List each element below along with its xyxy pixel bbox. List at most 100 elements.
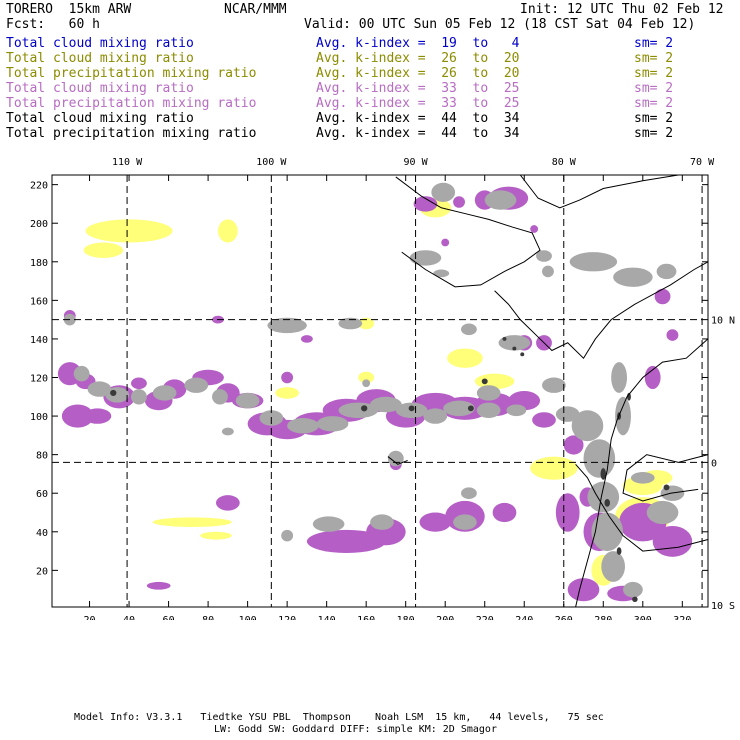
purple-shade: [281, 371, 294, 384]
gray-shade: [498, 335, 531, 351]
legend-kindex: Avg. k-index = 19 to 4: [316, 36, 520, 51]
gray-shade: [536, 250, 552, 262]
latitude-label: 10 N: [711, 316, 735, 327]
y-tick-label: 20: [36, 566, 48, 577]
y-tick-label: 160: [30, 296, 48, 307]
gray-shade: [542, 265, 554, 278]
x-tick-label: 120: [278, 615, 296, 620]
legend-field: Total cloud mixing ratio: [6, 51, 194, 66]
purple-shade: [419, 512, 452, 532]
gray-shade: [184, 377, 209, 393]
gray-shade: [623, 581, 643, 598]
gray-shade: [461, 487, 477, 500]
gray-shade: [461, 323, 477, 336]
purple-shade: [131, 377, 147, 390]
gray-shade: [362, 379, 371, 388]
gray-shade: [630, 472, 655, 484]
purple-shade: [216, 495, 240, 511]
dark-core: [604, 499, 610, 507]
valid-time: Valid: 00 UTC Sun 05 Feb 12 (18 CST Sat …: [304, 17, 696, 32]
gray-shade: [87, 381, 112, 397]
y-tick-label: 140: [30, 335, 48, 346]
gray-shade: [267, 317, 307, 334]
gray-shade: [152, 385, 177, 401]
model-info-line1: Model Info: V3.3.1 Tiedtke YSU PBL Thomp…: [74, 712, 604, 723]
dark-core: [600, 468, 607, 480]
yellow-shade: [83, 242, 124, 258]
dark-core: [663, 484, 670, 491]
x-tick-label: 20: [84, 615, 96, 620]
x-tick-label: 60: [163, 615, 175, 620]
purple-shade: [300, 335, 313, 343]
dark-core: [110, 389, 117, 397]
dark-core: [481, 378, 488, 385]
latitude-label: 10 S: [711, 601, 735, 612]
yellow-shade: [358, 371, 375, 384]
gray-shade: [73, 365, 90, 382]
gray-shade: [105, 387, 130, 403]
coastline: [395, 176, 541, 288]
legend-field: Total cloud mixing ratio: [6, 36, 194, 51]
yellow-shade: [474, 373, 515, 390]
purple-shade: [413, 196, 438, 212]
legend-kindex: Avg. k-index = 26 to 20: [316, 66, 520, 81]
gray-shade: [338, 317, 363, 330]
purple-shade: [61, 404, 94, 428]
gray-shade: [569, 252, 618, 272]
legend-sm: sm= 2: [634, 111, 674, 126]
y-tick-label: 100: [30, 412, 48, 423]
forecast-map: 2040608010012014016018020022024026028030…: [30, 157, 735, 620]
gray-shade: [615, 396, 631, 436]
gray-shade: [611, 362, 627, 393]
legend-field: Total cloud mixing ratio: [6, 111, 194, 126]
forecast-hour: Fcst: 60 h: [6, 17, 100, 32]
dark-core: [520, 352, 525, 357]
purple-shade: [83, 408, 112, 424]
legend-sm: sm= 2: [634, 96, 674, 111]
gray-shade: [221, 427, 234, 436]
longitude-label: 110 W: [112, 157, 143, 168]
legend-sm: sm= 2: [634, 51, 674, 66]
y-tick-label: 40: [36, 528, 48, 539]
purple-shade: [532, 412, 556, 428]
legend-kindex: Avg. k-index = 33 to 25: [316, 81, 520, 96]
legend-field: Total cloud mixing ratio: [6, 81, 194, 96]
dark-core: [502, 337, 507, 341]
gray-shade: [131, 389, 147, 405]
longitude-label: 70 W: [690, 157, 715, 168]
y-tick-label: 80: [36, 451, 48, 462]
yellow-shade: [358, 317, 375, 330]
model-title: TORERO 15km ARW: [6, 2, 132, 17]
yellow-shade: [275, 387, 299, 399]
x-tick-label: 260: [555, 615, 573, 620]
purple-shade: [146, 581, 171, 590]
y-tick-label: 180: [30, 258, 48, 269]
model-info-line2: LW: Godd SW: Goddard DIFF: simple KM: 2D…: [214, 724, 497, 735]
yellow-shade: [152, 517, 232, 527]
dark-core: [361, 405, 368, 412]
dark-core: [512, 346, 517, 351]
longitude-label: 80 W: [552, 157, 577, 168]
coastline: [575, 463, 709, 552]
longitude-label: 90 W: [404, 157, 429, 168]
gray-shade: [431, 182, 456, 202]
legend-sm: sm= 2: [634, 81, 674, 96]
purple-shade: [567, 578, 600, 602]
x-tick-label: 320: [673, 615, 691, 620]
gray-shade: [433, 269, 450, 278]
yellow-shade: [200, 531, 232, 540]
gray-shade: [656, 263, 677, 280]
dark-core: [616, 547, 622, 555]
purple-shade: [652, 526, 693, 557]
gray-shade: [555, 406, 580, 422]
dark-core: [632, 596, 638, 602]
dark-core: [467, 405, 474, 412]
purple-shade: [57, 362, 82, 386]
gray-shade: [484, 190, 517, 210]
coastline: [575, 338, 709, 608]
x-tick-label: 240: [515, 615, 533, 620]
gray-shade: [287, 418, 319, 434]
gray-shade: [476, 385, 501, 401]
gray-shade: [312, 516, 345, 532]
purple-shade: [666, 329, 679, 341]
